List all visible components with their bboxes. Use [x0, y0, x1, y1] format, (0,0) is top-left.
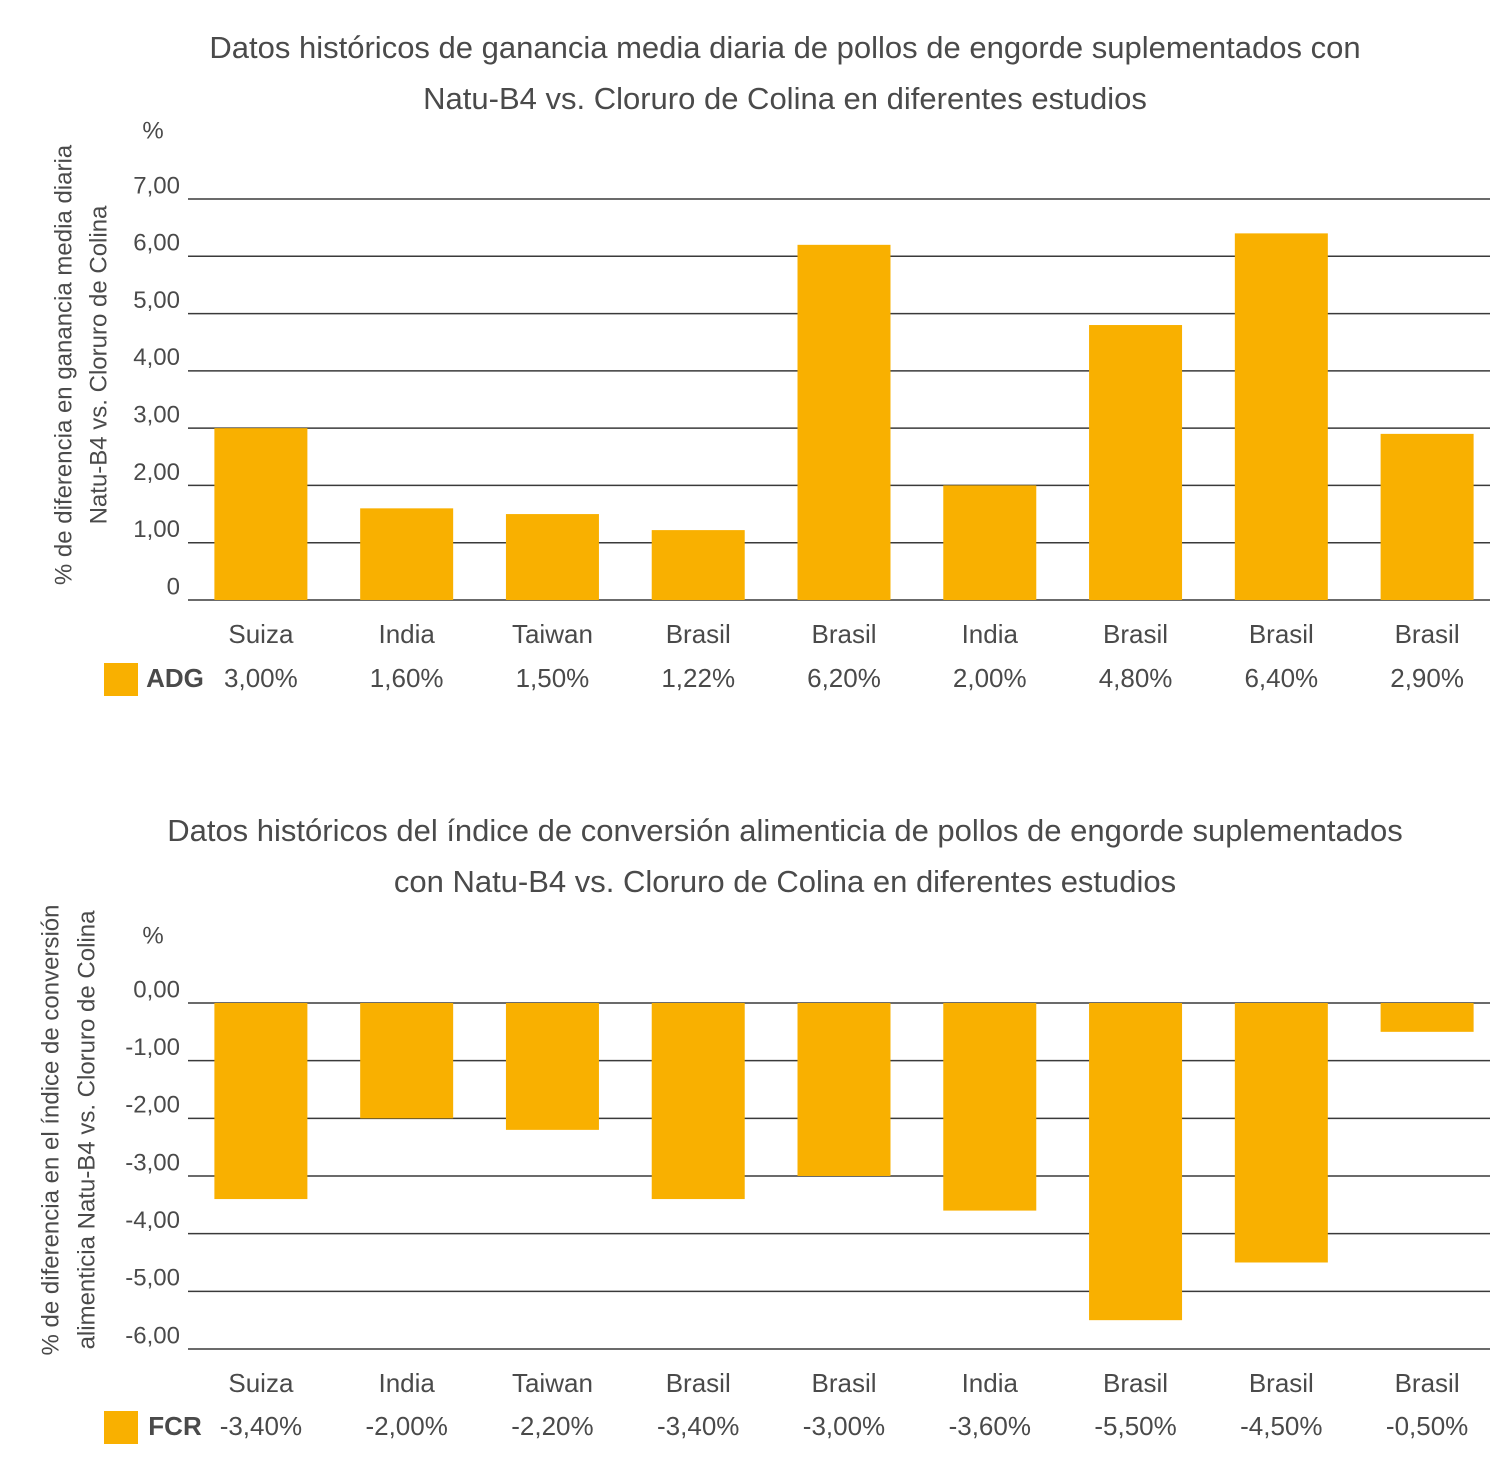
x-tick-label: Brasil [666, 1368, 731, 1398]
x-tick-label: Suiza [228, 1368, 294, 1398]
value-label: 1,60% [370, 663, 444, 693]
y-tick-label: -2,00 [125, 1092, 180, 1119]
x-tick-label: Taiwan [512, 619, 593, 649]
x-tick-label: Brasil [1103, 619, 1168, 649]
value-label: -3,40% [657, 1411, 739, 1441]
value-label: 4,80% [1099, 663, 1173, 693]
chart-title: Datos históricos del índice de conversió… [167, 813, 1403, 848]
y-tick-label: 7,00 [133, 172, 180, 199]
value-label: 2,00% [953, 663, 1027, 693]
x-tick-label: Suiza [228, 619, 294, 649]
x-tick-label: India [378, 1368, 435, 1398]
chart-title: Natu-B4 vs. Cloruro de Colina en diferen… [423, 81, 1147, 116]
value-label: -0,50% [1386, 1411, 1468, 1441]
y-tick-label: 2,00 [133, 459, 180, 486]
bar [1089, 1003, 1183, 1321]
y-tick-label: -6,00 [125, 1322, 180, 1349]
legend-label: FCR [148, 1411, 202, 1441]
value-label: 6,40% [1244, 663, 1318, 693]
chart-title: Datos históricos de ganancia media diari… [209, 30, 1360, 65]
y-axis-label: % de diferencia en ganancia media diaria [50, 144, 77, 585]
value-label: 2,90% [1390, 663, 1464, 693]
y-tick-label: 6,00 [133, 230, 180, 257]
value-label: 6,20% [807, 663, 881, 693]
bar [505, 514, 599, 600]
bar [797, 1003, 891, 1176]
x-tick-label: Brasil [811, 1368, 876, 1398]
y-tick-label: 3,00 [133, 401, 180, 428]
y-axis-label: alimenticia Natu-B4 vs. Cloruro de Colin… [73, 910, 100, 1350]
x-tick-label: India [378, 619, 435, 649]
bar [505, 1003, 599, 1130]
bar [651, 1003, 745, 1200]
bar [943, 1003, 1037, 1211]
value-label: -2,00% [365, 1411, 447, 1441]
y-tick-label: 0 [167, 573, 180, 600]
y-axis-label: % de diferencia en el índice de conversi… [37, 905, 64, 1356]
bar [1234, 233, 1328, 600]
y-tick-label: -5,00 [125, 1265, 180, 1292]
value-label: 1,22% [661, 663, 735, 693]
value-label: -3,40% [220, 1411, 302, 1441]
bar [1234, 1003, 1328, 1263]
bar [1089, 325, 1183, 600]
x-tick-label: Brasil [1395, 619, 1460, 649]
chart-title: con Natu-B4 vs. Cloruro de Colina en dif… [394, 864, 1176, 899]
legend-label: ADG [146, 663, 204, 693]
value-label: 1,50% [516, 663, 590, 693]
y-tick-label: 0,00 [133, 976, 180, 1003]
x-tick-label: Brasil [811, 619, 876, 649]
unit-label: % [142, 117, 163, 144]
bar [360, 1003, 454, 1119]
y-axis-label: Natu-B4 vs. Cloruro de Colina [85, 205, 112, 524]
y-tick-label: 4,00 [133, 344, 180, 371]
legend-swatch [104, 1411, 138, 1444]
x-tick-label: India [962, 619, 1019, 649]
y-tick-label: 1,00 [133, 516, 180, 543]
x-tick-label: Brasil [666, 619, 731, 649]
value-label: -4,50% [1240, 1411, 1322, 1441]
bar [214, 1003, 308, 1200]
legend-swatch [104, 663, 138, 696]
x-tick-label: Brasil [1249, 1368, 1314, 1398]
bar [1380, 1003, 1474, 1032]
bar [1380, 433, 1474, 600]
value-label: -5,50% [1094, 1411, 1176, 1441]
bar [214, 428, 308, 600]
bar [360, 508, 454, 600]
x-tick-label: Brasil [1103, 1368, 1168, 1398]
x-tick-label: Brasil [1395, 1368, 1460, 1398]
bar [797, 244, 891, 601]
value-label: -2,20% [511, 1411, 593, 1441]
y-tick-label: -1,00 [125, 1034, 180, 1061]
value-label: -3,00% [803, 1411, 885, 1441]
x-tick-label: Taiwan [512, 1368, 593, 1398]
bar [651, 530, 745, 600]
bar [943, 485, 1037, 600]
value-label: 3,00% [224, 663, 298, 693]
y-tick-label: -4,00 [125, 1207, 180, 1234]
y-tick-label: 5,00 [133, 287, 180, 314]
value-label: -3,60% [949, 1411, 1031, 1441]
y-tick-label: -3,00 [125, 1149, 180, 1176]
x-tick-label: India [962, 1368, 1019, 1398]
x-tick-label: Brasil [1249, 619, 1314, 649]
unit-label: % [142, 922, 163, 949]
